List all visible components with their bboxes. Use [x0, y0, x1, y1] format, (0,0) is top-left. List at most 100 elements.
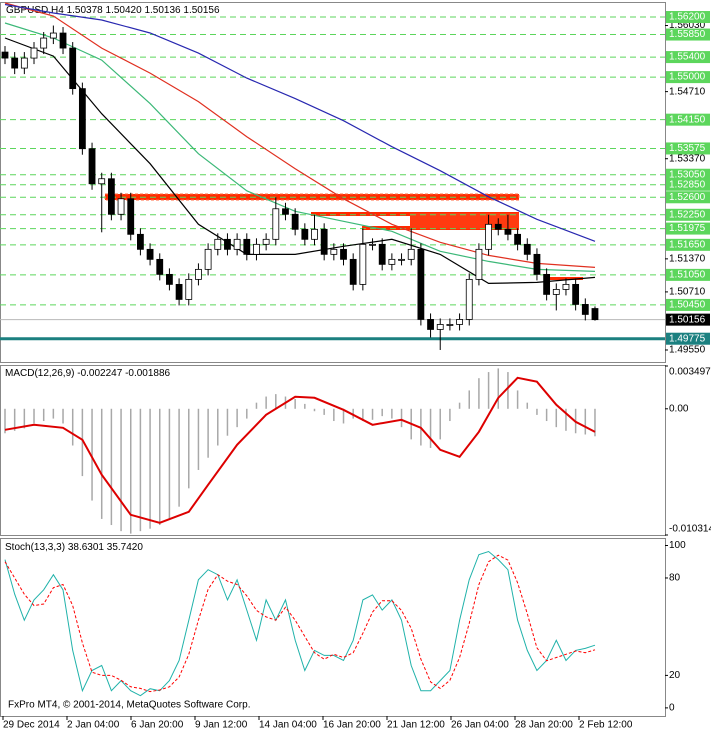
- candle-body: [446, 324, 454, 326]
- candle-body: [272, 208, 280, 240]
- candle-body: [40, 37, 48, 49]
- candle-body: [417, 248, 425, 320]
- candle-body: [533, 253, 541, 275]
- macd-bar: [52, 408, 55, 419]
- macd-bar: [120, 408, 122, 532]
- candle-body: [543, 273, 551, 295]
- level-label: 1.52850: [669, 179, 706, 190]
- candle-body: [301, 228, 309, 240]
- y-tick-label: -0.010314: [669, 524, 711, 535]
- y-tick-label: 100: [669, 540, 686, 551]
- resistance-zone: [410, 213, 519, 229]
- candle-body: [320, 228, 328, 255]
- macd-bar: [294, 399, 296, 409]
- copyright: FxPro MT4, © 2001-2014, MetaQuotes Softw…: [8, 700, 250, 711]
- candle-body: [127, 198, 135, 235]
- macd-bar: [149, 408, 151, 529]
- macd-bar: [71, 408, 74, 446]
- candle-body: [475, 248, 483, 280]
- macd-bar: [304, 403, 306, 409]
- moving-average: [4, 3, 596, 242]
- macd-bar: [42, 408, 45, 422]
- y-tick-label: 1.49550: [669, 345, 706, 356]
- candle-body: [166, 273, 173, 285]
- macd-bar: [333, 408, 335, 422]
- macd-bar: [545, 408, 548, 422]
- candle-body: [146, 248, 154, 260]
- macd-bar: [139, 408, 142, 532]
- macd-bar: [458, 402, 461, 409]
- level-label: 1.51975: [669, 223, 706, 234]
- candle-body: [185, 278, 193, 300]
- moving-average: [4, 2, 596, 268]
- macd-bar: [584, 408, 587, 435]
- x-tick-label: 14 Jan 04:00: [259, 720, 317, 731]
- level-label-box: [666, 238, 710, 251]
- macd-bar: [13, 408, 16, 431]
- y-tick-label: 1.50710: [669, 287, 706, 298]
- macd-bar: [246, 408, 248, 419]
- x-tick-label: 29 Dec 2014: [3, 720, 60, 731]
- candle-body: [407, 248, 415, 260]
- pane-border: [0, 365, 666, 536]
- candle-body: [243, 238, 251, 255]
- macd-bar: [255, 402, 258, 409]
- level-label: 1.53050: [669, 169, 706, 180]
- macd-bar: [594, 408, 596, 437]
- macd-bar: [100, 408, 103, 519]
- support-box: [666, 332, 710, 345]
- candle-body: [11, 57, 19, 69]
- y-tick-label: 0.003497: [669, 367, 711, 378]
- level-label-box: [666, 11, 710, 24]
- macd-bar: [516, 390, 519, 409]
- candle-body: [214, 238, 222, 250]
- macd-bar: [449, 408, 451, 422]
- moving-average: [4, 37, 596, 285]
- candle-body: [69, 47, 77, 90]
- macd-bar: [439, 408, 441, 440]
- macd-bar: [62, 408, 64, 424]
- y-tick-label: 0.00: [669, 403, 689, 414]
- macd-bar: [81, 408, 84, 477]
- macd-bar: [91, 408, 93, 501]
- candle-body: [1, 51, 9, 59]
- candle-body: [88, 148, 96, 185]
- level-label-box: [666, 28, 710, 41]
- x-tick-label: 2 Jan 04:00: [67, 720, 120, 731]
- macd-bar: [526, 402, 529, 409]
- candle-body: [572, 283, 580, 305]
- candle-body: [49, 32, 57, 39]
- macd-bar: [362, 408, 364, 422]
- candle-body: [233, 238, 241, 250]
- x-tick-label: 2 Feb 12:00: [579, 720, 633, 731]
- candle-body: [562, 283, 570, 290]
- macd-bar: [555, 408, 558, 428]
- y-tick-label: 1.54710: [669, 86, 706, 97]
- high-value: 1.50420: [106, 5, 143, 16]
- candle-body: [456, 319, 463, 325]
- current-price-label: 1.50156: [669, 314, 706, 325]
- signal-value: 35.7420: [107, 542, 144, 553]
- macd-bar: [23, 408, 26, 429]
- level-label-box: [666, 51, 710, 64]
- macd-bar: [381, 408, 383, 417]
- macd-bar: [158, 408, 161, 526]
- candle-body: [398, 258, 405, 261]
- x-tick-label: 16 Jan 20:00: [323, 720, 381, 731]
- indicator-name: Stoch(13,3,3): [5, 542, 65, 553]
- candle-body: [388, 258, 396, 265]
- macd-bar: [178, 408, 180, 507]
- candle-body: [78, 88, 86, 150]
- macd-bar: [275, 394, 277, 409]
- level-label: 1.55000: [669, 72, 706, 83]
- macd-bar: [168, 408, 171, 519]
- candle-body: [591, 308, 599, 321]
- level-label: 1.51650: [669, 239, 706, 250]
- main-value: 38.6301: [68, 542, 105, 553]
- level-label-box: [666, 222, 710, 235]
- candle-body: [59, 32, 67, 49]
- macd-bar: [129, 408, 132, 534]
- signal-value: -0.001886: [125, 368, 170, 379]
- level-label: 1.53575: [669, 143, 706, 154]
